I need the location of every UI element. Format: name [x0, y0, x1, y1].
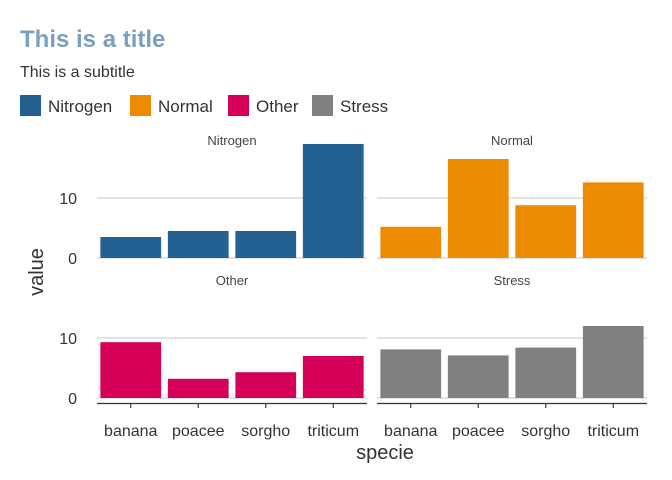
x-tick-label-triticum: triticum: [587, 423, 639, 440]
legend-label-normal: Normal: [158, 97, 213, 116]
bar-normal-sorgho: [515, 205, 577, 258]
legend-swatch-stress: [312, 95, 333, 116]
legend-swatch-normal: [130, 95, 151, 116]
legend-label-stress: Stress: [340, 97, 388, 116]
x-tick-label-poacee: poacee: [172, 423, 225, 440]
panel-strip-nitrogen: Nitrogen: [207, 133, 256, 148]
x-tick-label-sorgho: sorgho: [241, 423, 290, 440]
bar-stress-poacee: [447, 355, 509, 398]
bar-other-sorgho: [235, 372, 297, 398]
bar-nitrogen-triticum: [302, 144, 364, 258]
y-tick-label: 0: [68, 391, 77, 408]
panel-strip-normal: Normal: [491, 133, 533, 148]
bar-stress-banana: [380, 349, 442, 398]
legend-swatch-other: [228, 95, 249, 116]
legend-swatch-nitrogen: [20, 95, 41, 116]
panel-normal: Normal: [377, 133, 647, 259]
legend-label-nitrogen: Nitrogen: [48, 97, 112, 116]
x-tick-label-sorgho: sorgho: [521, 423, 570, 440]
x-tick-label-banana: banana: [384, 423, 437, 440]
bar-nitrogen-poacee: [167, 231, 229, 258]
bar-normal-banana: [380, 226, 442, 258]
y-tick-label: 0: [68, 251, 77, 268]
panel-strip-other: Other: [216, 273, 249, 288]
y-tick-label: 10: [59, 191, 77, 208]
bar-nitrogen-sorgho: [235, 231, 297, 258]
bar-other-poacee: [167, 378, 229, 398]
chart-title: This is a title: [20, 26, 165, 53]
panel-nitrogen: Nitrogen 0 10: [59, 133, 367, 268]
facet-panels: Nitrogen 0 10 Normal Other 0 10 banana poacee sor…: [59, 133, 647, 440]
panel-stress: Stress banana poacee sorgho triticum: [377, 273, 647, 440]
bar-normal-poacee: [447, 159, 509, 258]
x-tick-label-triticum: triticum: [307, 423, 359, 440]
x-tick-label-banana: banana: [104, 423, 157, 440]
bar-stress-triticum: [582, 326, 644, 398]
bar-stress-sorgho: [515, 347, 577, 398]
legend-label-other: Other: [256, 97, 299, 116]
y-axis-title: value: [26, 248, 48, 296]
bar-other-triticum: [302, 356, 364, 398]
bar-normal-triticum: [582, 182, 644, 258]
panel-strip-stress: Stress: [494, 273, 531, 288]
legend: Nitrogen Normal Other Stress: [20, 95, 388, 116]
x-tick-label-poacee: poacee: [452, 423, 505, 440]
bar-nitrogen-banana: [100, 237, 162, 258]
bar-other-banana: [100, 342, 162, 398]
y-tick-label: 10: [59, 331, 77, 348]
chart-subtitle: This is a subtitle: [20, 64, 135, 81]
panel-other: Other 0 10 banana poacee sorgho triticum: [59, 273, 367, 440]
x-axis-title: specie: [356, 442, 414, 464]
